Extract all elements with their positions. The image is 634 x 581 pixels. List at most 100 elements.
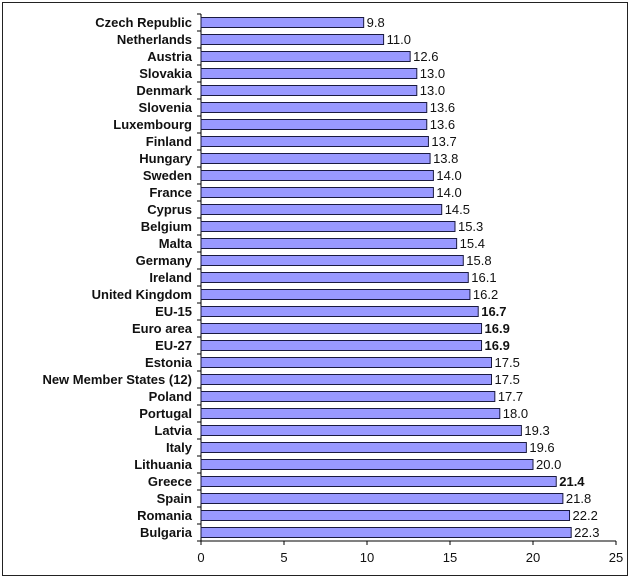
category-label: Malta [159,236,193,251]
category-label: United Kingdom [92,287,192,302]
category-label: Poland [149,389,192,404]
category-label: EU-27 [155,338,192,353]
category-label: New Member States (12) [42,372,192,387]
x-tick-label: 10 [360,550,374,565]
value-label: 13.7 [431,134,456,149]
category-label: Belgium [141,219,192,234]
value-label: 15.8 [466,253,491,268]
category-label: Portugal [139,406,192,421]
value-label: 16.9 [485,321,510,336]
category-label: Latvia [154,423,192,438]
category-label: EU-15 [155,304,192,319]
bar [200,68,418,79]
bar [200,408,501,419]
category-label: Austria [147,49,193,64]
bar [200,442,527,453]
bar [200,51,411,62]
value-label: 11.0 [387,32,411,47]
value-label: 22.2 [573,508,598,523]
category-label: Germany [136,253,193,268]
value-label: 13.0 [420,66,445,81]
category-label: Greece [148,474,192,489]
value-label: 14.5 [445,202,470,217]
bar [200,255,464,266]
bar [200,85,418,96]
x-tick-label: 20 [526,550,540,565]
value-label: 13.8 [433,151,458,166]
value-label: 13.6 [430,117,455,132]
value-label: 13.6 [430,100,455,115]
category-label: Sweden [143,168,192,183]
value-label: 14.0 [436,185,461,200]
bar [200,357,492,368]
value-label: 21.8 [566,491,591,506]
value-label: 16.9 [485,338,510,353]
value-label: 12.6 [413,49,438,64]
value-label: 16.1 [471,270,496,285]
category-label: Slovenia [139,100,193,115]
value-label: 15.3 [458,219,483,234]
value-label: 16.7 [481,304,506,319]
category-label: France [149,185,192,200]
category-label: Lithuania [134,457,193,472]
bar [200,425,522,436]
x-tick-label: 0 [197,550,204,565]
x-tick-label: 25 [609,550,623,565]
category-label: Netherlands [117,32,192,47]
bar [200,170,434,181]
bar [200,391,496,402]
bar [200,459,534,470]
category-label: Estonia [145,355,193,370]
value-label: 14.0 [436,168,461,183]
value-label: 22.3 [574,525,599,540]
bar [200,272,469,283]
category-label: Ireland [149,270,192,285]
category-label: Denmark [136,83,192,98]
bar [200,476,557,487]
category-label: Euro area [132,321,193,336]
bar [200,221,456,232]
bar [200,17,365,28]
value-label: 18.0 [503,406,528,421]
value-label: 19.6 [529,440,554,455]
x-tick-label: 15 [443,550,457,565]
bar [200,153,431,164]
value-label: 9.8 [367,15,385,30]
bar [200,102,428,113]
value-label: 13.0 [420,83,445,98]
category-label: Luxembourg [113,117,192,132]
category-label: Italy [166,440,193,455]
value-label: 15.4 [460,236,485,251]
value-label: 20.0 [536,457,561,472]
bar [200,510,571,521]
bar [200,34,385,45]
bar [200,136,429,147]
bar [200,289,471,300]
bar [200,493,564,504]
x-tick-label: 5 [280,550,287,565]
category-label: Spain [157,491,192,506]
category-label: Cyprus [147,202,192,217]
bar [200,238,458,249]
value-label: 21.4 [559,474,585,489]
bar [200,340,483,351]
value-label: 19.3 [524,423,549,438]
category-label: Hungary [139,151,193,166]
bar [200,204,443,215]
category-label: Finland [146,134,192,149]
category-label: Czech Republic [95,15,192,30]
bar [200,374,492,385]
category-label: Slovakia [139,66,193,81]
value-label: 17.5 [495,372,520,387]
bar [200,306,479,317]
bar [200,527,572,538]
bar [200,323,483,334]
category-label: Romania [137,508,193,523]
bar [200,119,428,130]
category-label: Bulgaria [140,525,193,540]
bar [200,187,434,198]
chart-frame [2,2,628,576]
value-label: 17.7 [498,389,523,404]
